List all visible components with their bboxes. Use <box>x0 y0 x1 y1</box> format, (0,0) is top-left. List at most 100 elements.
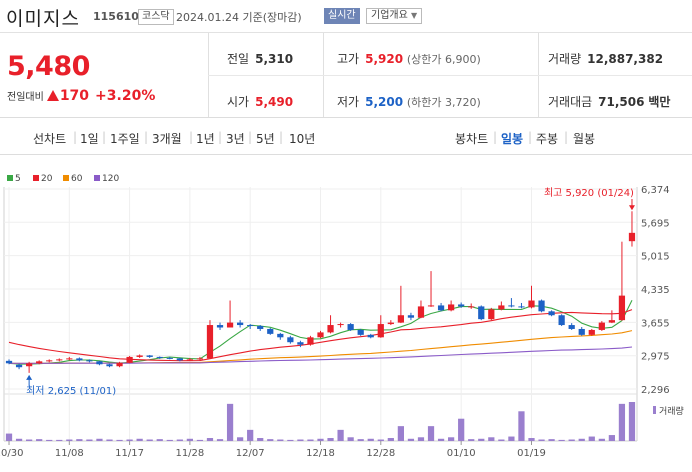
corp-info-label: 기업개요 <box>371 10 408 21</box>
volume-bar <box>166 439 173 441</box>
candle-body <box>277 333 284 338</box>
tab-3y[interactable]: 3년 <box>226 132 245 146</box>
volume-bar <box>136 438 143 441</box>
x-tick-label: 11/08 <box>55 448 84 459</box>
candle-body <box>136 355 143 357</box>
open-label: 시가 <box>227 95 250 109</box>
volume-bar <box>377 439 384 441</box>
x-tick-label: 01/19 <box>517 448 546 459</box>
candle-body <box>317 332 324 338</box>
volume-bar <box>628 402 636 441</box>
tab-3m[interactable]: 3개월 <box>152 132 182 146</box>
tab-5y[interactable]: 5년 <box>256 132 275 146</box>
candle-body <box>377 324 384 338</box>
candle-body <box>498 305 505 310</box>
current-price: 5,480 <box>7 51 90 82</box>
legend-label: 120 <box>102 174 120 184</box>
volume-bar <box>548 439 555 441</box>
y-tick-label: 5,695 <box>641 218 670 229</box>
candle-body <box>437 305 445 311</box>
volume-bar <box>277 439 284 441</box>
volume-bar <box>186 438 193 441</box>
volume-bar <box>176 439 183 441</box>
tab-daily[interactable]: 일봉 <box>501 132 524 146</box>
volume-bar <box>15 438 23 441</box>
chevron-down-icon: ▼ <box>411 11 418 20</box>
candle-body <box>448 304 455 311</box>
volume-bar <box>237 437 244 441</box>
volume-bar <box>538 439 545 441</box>
legend-swatch <box>33 175 39 181</box>
separator: | <box>218 130 223 144</box>
volume-bar <box>196 439 204 441</box>
separator: | <box>189 130 194 144</box>
volume-bar <box>116 439 123 441</box>
legend-ma20: 20 <box>33 174 52 184</box>
tab-10y[interactable]: 10년 <box>289 132 316 146</box>
change-amount: 170 <box>59 88 90 104</box>
tab-weekly[interactable]: 주봉 <box>536 132 559 146</box>
high-price: 고가 5,920 (상한가 6,900) <box>337 50 481 67</box>
legend-ma120: 120 <box>94 174 119 184</box>
separator: | <box>279 130 284 144</box>
volume-bar <box>618 403 626 441</box>
candle-body <box>307 337 314 345</box>
candle-body <box>508 305 515 307</box>
candle-body <box>156 356 163 358</box>
candle-body <box>538 300 545 312</box>
x-tick-label: 12/18 <box>306 448 335 459</box>
candle-body <box>357 329 364 335</box>
realtime-button[interactable]: 실시간 <box>324 8 360 24</box>
candle-body <box>196 358 204 360</box>
open-price: 시가 5,490 <box>227 93 293 110</box>
candle-body <box>15 364 23 368</box>
candle-body <box>417 306 425 318</box>
candle-body <box>287 337 294 343</box>
legend-ma60: 60 <box>63 174 82 184</box>
volume-bar <box>26 439 33 441</box>
y-tick-label: 2,975 <box>641 352 670 363</box>
volume-bar <box>488 437 495 441</box>
volume-label: 거래량 <box>659 405 684 417</box>
candle-body <box>518 306 525 308</box>
volume-bar <box>367 438 374 441</box>
volume-bar <box>86 439 93 441</box>
volume-bar <box>568 439 575 441</box>
stock-header: 이미지스 115610 코스닥 2024.01.24 기준(장마감) 실시간 기… <box>0 0 692 33</box>
candle-body <box>488 309 495 320</box>
candle-body <box>608 320 615 323</box>
corp-info-dropdown[interactable]: 기업개요 ▼ <box>366 8 423 24</box>
candle-body <box>216 325 224 328</box>
legend-label: 5 <box>15 174 21 184</box>
candle-body <box>257 326 264 329</box>
volume-bar <box>427 426 435 441</box>
volume-bar <box>608 435 615 441</box>
volume-bar <box>76 439 83 441</box>
volume-bar <box>558 439 565 441</box>
stock-name: 이미지스 <box>6 8 80 30</box>
y-tick-label: 4,335 <box>641 285 670 296</box>
min-annotation: 최저 2,625 (11/01) <box>26 385 116 397</box>
volume-bar <box>226 403 234 441</box>
tab-1d[interactable]: 1일 <box>80 132 99 146</box>
volume-bar <box>347 437 354 441</box>
tab-1y[interactable]: 1년 <box>196 132 215 146</box>
volume-bar <box>458 418 465 441</box>
legend-swatch <box>94 175 100 181</box>
tab-1w[interactable]: 1주일 <box>110 132 140 146</box>
stock-code: 115610 <box>93 10 139 23</box>
amount-value: 71,506 <box>598 95 645 109</box>
legend-swatch <box>7 175 13 181</box>
volume-bar <box>257 438 264 441</box>
prev-close-value: 5,310 <box>255 52 294 66</box>
volume-bar <box>156 439 163 441</box>
volume-bar <box>206 438 214 441</box>
candle-body <box>588 329 595 335</box>
volume-bar <box>397 426 404 441</box>
candle-body <box>548 311 555 316</box>
tab-monthly[interactable]: 월봉 <box>573 132 596 146</box>
candle-body <box>26 363 33 367</box>
candle-body <box>568 325 575 329</box>
candle-body <box>397 315 404 323</box>
upper-limit: (상한가 6,900) <box>406 53 481 66</box>
